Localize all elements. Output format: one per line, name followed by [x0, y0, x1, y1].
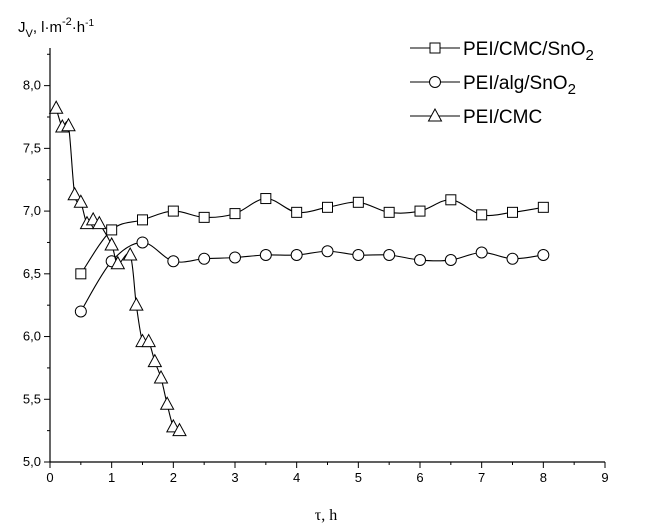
tick-labels: 0 1 2 3 4 5 6 7 8 9 5,0 5,5 6,0 6,5 7,0 7,5 8,0 — [23, 78, 609, 485]
series — [48, 100, 550, 437]
series-1-point-4 — [198, 211, 210, 223]
series-2 — [74, 236, 550, 318]
x-tick-label-7: 7 — [478, 470, 485, 485]
series-1-point-12 — [445, 194, 457, 206]
x-tick-label-4: 4 — [293, 470, 300, 485]
x-tick-label-5: 5 — [355, 470, 362, 485]
series-1-point-3 — [167, 205, 179, 217]
x-tick-label-1: 1 — [108, 470, 115, 485]
series-3-point-8 — [104, 236, 120, 251]
series-2-point-11 — [414, 254, 426, 267]
y-tick-label-8,0: 8,0 — [23, 78, 41, 93]
series-1-point-14 — [507, 206, 518, 218]
x-tick-label-2: 2 — [170, 470, 177, 485]
series-3-point-11 — [128, 297, 144, 311]
y-tick-label-5,5: 5,5 — [23, 391, 41, 406]
legend-entry-1: PEI/CMC/SnO2 — [410, 39, 594, 64]
series-2-point-7 — [290, 249, 303, 261]
series-2-point-4 — [198, 252, 211, 265]
series-1-point-6 — [260, 193, 272, 205]
y-axis-unit-mid: ·h — [72, 19, 85, 36]
series-1-point-15 — [537, 201, 549, 213]
legend-label-1: PEI/CMC/SnO2 — [463, 39, 594, 64]
y-axis-unit-prefix: , l·m — [33, 19, 62, 36]
series-2-point-2 — [136, 236, 149, 249]
series-2-point-8 — [321, 245, 334, 258]
x-axis-title: τ, h — [315, 507, 337, 524]
legend-marker-1 — [429, 42, 441, 54]
series-2-point-12 — [444, 254, 457, 267]
series-2-point-15 — [537, 249, 550, 261]
y-axis-title: JV, l·m-2·h-1 — [18, 16, 94, 40]
series-2-point-0 — [74, 305, 87, 318]
series-2-point-13 — [475, 246, 488, 259]
y-axis-exponent-1: -2 — [62, 16, 72, 28]
y-tick-label-5,0: 5,0 — [23, 454, 41, 469]
legend-label-2: PEI/alg/SnO2 — [463, 73, 576, 98]
series-1-point-5 — [229, 208, 241, 220]
series-2-point-10 — [383, 249, 396, 261]
y-tick-label-7,5: 7,5 — [23, 140, 41, 155]
series-2-point-5 — [229, 251, 241, 264]
series-3-point-13 — [141, 333, 157, 348]
series-1-line — [80, 197, 544, 275]
series-2-point-6 — [259, 249, 272, 261]
legend-entry-3: PEI/CMC — [410, 107, 542, 128]
legend-marker-2 — [429, 76, 441, 88]
series-2-point-3 — [167, 255, 180, 268]
series-3-point-7 — [91, 215, 107, 230]
series-3-point-14 — [147, 353, 163, 368]
series-3-point-16 — [159, 396, 175, 410]
x-tick-label-3: 3 — [231, 470, 238, 485]
series-1-point-2 — [137, 214, 148, 226]
series-2-point-9 — [352, 249, 365, 261]
series-3-point-0 — [48, 100, 64, 114]
legend-marker-3 — [427, 107, 443, 122]
x-tick-label-0: 0 — [46, 470, 53, 485]
series-1 — [75, 193, 549, 280]
y-tick-label-7,0: 7,0 — [23, 203, 41, 218]
series-2-line — [80, 241, 544, 312]
legend-label-subscript: 2 — [568, 81, 576, 98]
series-3-point-2 — [61, 117, 76, 132]
series-3-point-4 — [73, 194, 89, 208]
legend-label-main: PEI/CMC/SnO — [463, 39, 585, 60]
y-tick-label-6,5: 6,5 — [23, 266, 41, 281]
legend-label-main: PEI/CMC — [463, 107, 542, 128]
legend-label-main: PEI/alg/SnO — [463, 73, 568, 94]
series-3-point-18 — [172, 422, 187, 437]
series-1-point-9 — [352, 196, 364, 208]
series-3-point-15 — [153, 369, 169, 384]
series-1-point-10 — [383, 206, 395, 218]
series-2-point-14 — [506, 252, 519, 265]
series-1-point-1 — [106, 224, 118, 236]
x-tick-label-8: 8 — [540, 470, 547, 485]
series-3-point-10 — [122, 246, 138, 261]
series-1-point-7 — [291, 206, 303, 218]
series-3-point-3 — [67, 186, 83, 201]
x-tick-label-6: 6 — [416, 470, 423, 485]
series-1-point-11 — [414, 205, 426, 217]
x-tick-label-9: 9 — [601, 470, 608, 485]
y-axis-exponent-2: -1 — [85, 18, 94, 29]
legend-label-3: PEI/CMC — [463, 107, 542, 128]
series-1-point-8 — [322, 201, 333, 213]
y-tick-label-6,0: 6,0 — [23, 329, 41, 344]
series-3 — [48, 100, 187, 437]
series-1-point-0 — [75, 268, 87, 280]
y-axis-subscript: V — [26, 28, 34, 40]
tick-marks — [44, 53, 606, 468]
legend-entry-2: PEI/alg/SnO2 — [410, 73, 576, 98]
series-1-point-13 — [476, 209, 488, 221]
legend-label-subscript: 2 — [585, 47, 593, 64]
y-axis-symbol: J — [18, 19, 26, 36]
series-3-point-9 — [110, 255, 126, 270]
